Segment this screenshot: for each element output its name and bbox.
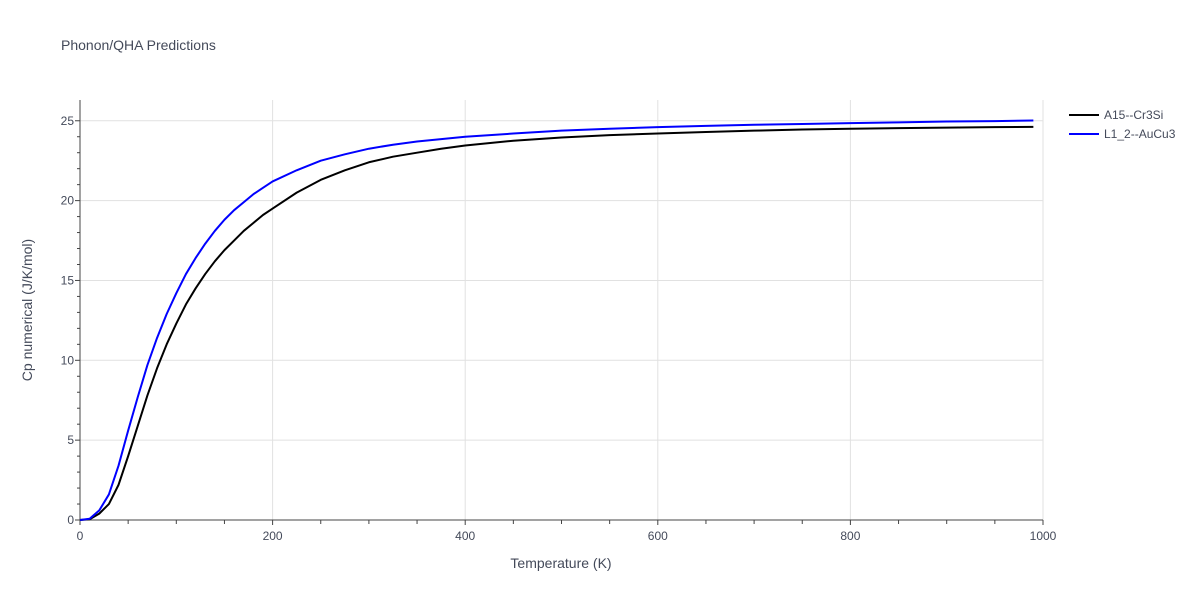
x-tick-label: 600 <box>648 529 668 543</box>
x-tick-label: 400 <box>455 529 475 543</box>
legend-item-1[interactable]: L1_2--AuCu3 <box>1069 127 1176 141</box>
y-axis-title: Cp numerical (J/K/mol) <box>19 239 35 381</box>
x-tick-label: 1000 <box>1030 529 1057 543</box>
y-tick-label: 5 <box>67 433 74 447</box>
y-tick-label: 0 <box>67 513 74 527</box>
axes <box>75 100 1044 525</box>
grid <box>80 100 1044 520</box>
plot-area[interactable] <box>79 119 1034 521</box>
x-tick-label: 0 <box>77 529 84 543</box>
legend-label: L1_2--AuCu3 <box>1104 127 1176 141</box>
x-tick-label: 800 <box>840 529 860 543</box>
chart-title: Phonon/QHA Predictions <box>61 37 216 53</box>
y-tick-label: 20 <box>61 194 75 208</box>
y-tick-label: 15 <box>61 273 75 287</box>
legend-label: A15--Cr3Si <box>1104 108 1163 122</box>
legend[interactable]: A15--Cr3Si L1_2--AuCu3 <box>1069 108 1176 141</box>
x-axis-title: Temperature (K) <box>510 555 611 571</box>
x-tick-label: 200 <box>263 529 283 543</box>
y-tick-label: 10 <box>61 353 75 367</box>
tick-labels: 0 200 400 600 800 1000 0 5 10 15 20 25 <box>61 114 1057 543</box>
series-line-0[interactable] <box>79 125 1034 521</box>
series-line-1[interactable] <box>79 119 1034 521</box>
y-tick-label: 25 <box>61 114 75 128</box>
legend-item-0[interactable]: A15--Cr3Si <box>1069 108 1163 122</box>
